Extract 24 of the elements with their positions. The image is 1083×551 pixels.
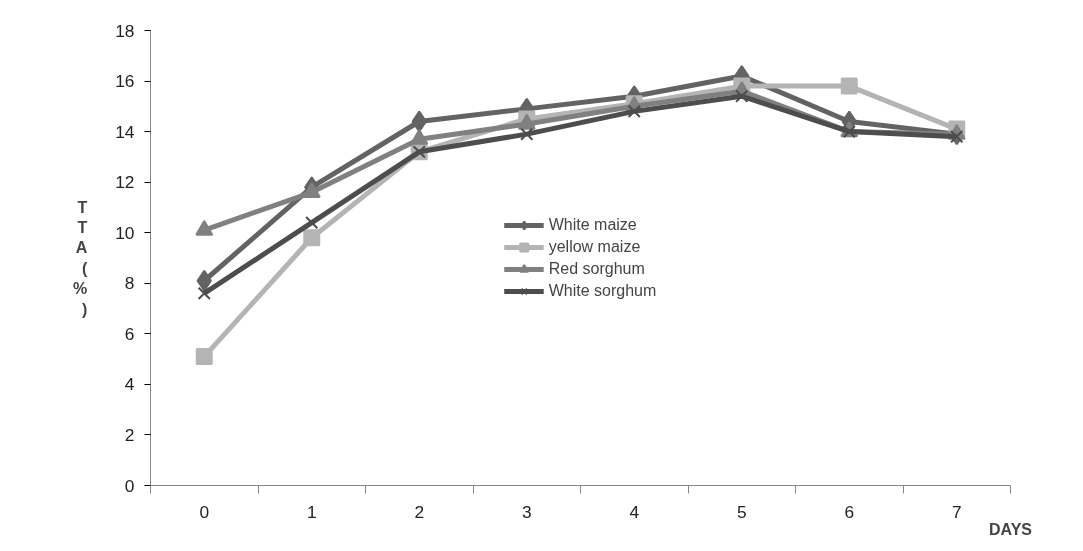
y-tick-label: 12 (115, 172, 135, 193)
y-tick-label: 14 (115, 121, 135, 142)
x-axis-title: DAYS (989, 520, 1033, 538)
y-tick-label: 6 (124, 323, 135, 344)
legend-label: Red sorghum (548, 259, 645, 278)
legend-label: yellow maize (548, 237, 641, 256)
x-tick-label: 6 (844, 501, 855, 522)
x-tick-label: 7 (951, 501, 962, 522)
y-tick-label: 4 (124, 374, 135, 395)
y-axis-title: TTA (%) (73, 198, 88, 318)
y-tick-label: 0 (124, 475, 135, 496)
x-tick-label: 2 (414, 501, 425, 522)
x-tick-label: 1 (306, 501, 317, 522)
y-tick-label: 2 (124, 424, 135, 445)
legend-label: White sorghum (548, 281, 657, 300)
x-tick-label: 5 (736, 501, 747, 522)
x-tick-label: 4 (629, 501, 640, 522)
y-tick-label: 10 (115, 222, 135, 243)
y-tick-label: 18 (115, 20, 135, 41)
legend-label: White maize (548, 215, 637, 234)
x-tick-label: 3 (521, 501, 532, 522)
y-tick-label: 16 (115, 71, 135, 92)
y-tick-label: 8 (124, 273, 135, 294)
x-tick-label: 0 (199, 501, 210, 522)
